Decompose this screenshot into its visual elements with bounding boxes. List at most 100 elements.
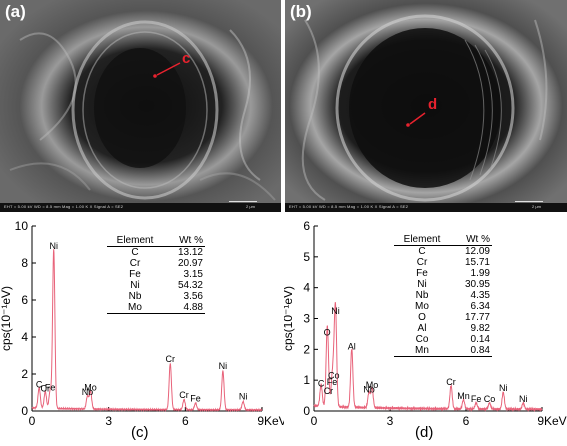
x-tick-label: 3 (387, 414, 394, 428)
peak-label: C (318, 378, 325, 388)
peak-label: Ni (49, 241, 58, 251)
peak-label: Ni (331, 306, 340, 316)
peak-label: Mo (366, 380, 379, 390)
table-cell: 3.56 (183, 291, 203, 302)
table-cell: Ni (130, 280, 140, 291)
micrograph-a: (a) c EHT = 5.00 kV WD = 8.5 mm Mag = 1.… (0, 0, 281, 212)
x-tick-label: 0 (29, 414, 36, 428)
table-cell: 15.71 (464, 257, 490, 268)
table-cell: 9.82 (470, 323, 490, 334)
table-cell: Al (417, 323, 427, 334)
y-tick-label: 1 (303, 373, 310, 387)
table-cell: 6.34 (470, 301, 490, 312)
spectrum-c-header-wt: Wt % (163, 235, 205, 247)
y-axis-label: cps(10⁻¹eV) (284, 286, 295, 351)
table-row: Cr 15.71 (394, 257, 492, 268)
table-cell: O (418, 312, 426, 323)
table-cell: 1.99 (470, 268, 490, 279)
table-row: Nb 4.35 (394, 290, 492, 301)
table-cell: Fe (129, 269, 141, 280)
y-tick-label: 2 (21, 367, 28, 381)
micrograph-a-image (0, 0, 281, 212)
peak-label: C (36, 380, 43, 390)
peak-label: Co (328, 371, 340, 381)
table-cell: 3.15 (183, 269, 203, 280)
spectrum-d-header-wt: Wt % (450, 234, 492, 246)
spectrum-c-header-element: Element (107, 235, 163, 247)
peak-label: Co (484, 394, 496, 404)
table-row: Al 9.82 (394, 323, 492, 334)
micrograph-b-label: (b) (290, 2, 312, 21)
spectrum-line (313, 302, 543, 413)
table-cell: Nb (415, 290, 429, 301)
table-row: Fe 3.15 (107, 269, 205, 280)
table-cell: 20.97 (177, 258, 203, 269)
y-tick-label: 10 (15, 219, 29, 233)
spectrum-d-table: Element Wt % C 12.09 Cr 15.71 Fe 1.99 Ni 30.… (394, 234, 492, 357)
table-cell: Mn (394, 345, 450, 357)
point-d-marker (406, 123, 410, 127)
peak-label: Cr (179, 390, 189, 400)
micrograph-a-label: (a) (5, 2, 26, 21)
peak-label: Fe (471, 394, 482, 404)
peak-label: Mn (457, 391, 470, 401)
table-cell: Mo (415, 301, 429, 312)
peak-label: Nb (82, 387, 94, 397)
micrograph-a-info: EHT = 5.00 kV WD = 8.5 mm Mag = 1.00 K X… (4, 204, 124, 209)
peak-label: Mo (84, 382, 97, 392)
micrograph-a-scalebar (229, 201, 257, 202)
y-axis-label: cps(10⁻¹eV) (0, 286, 13, 351)
table-cell: 4.35 (470, 290, 490, 301)
peak-label: Nb (363, 385, 375, 395)
peak-label: Ni (219, 361, 228, 371)
micrograph-a-scale: 2 μm (246, 204, 255, 209)
y-tick-label: 0 (303, 404, 310, 418)
point-c-arrow (156, 62, 181, 76)
table-cell: 12.09 (464, 246, 490, 257)
spectrum-d-panel-label: (d) (415, 424, 434, 441)
peak-label: Cr (446, 377, 456, 387)
table-row: O 17.77 (394, 312, 492, 323)
x-tick-label: 3 (105, 414, 112, 428)
table-row: Ni 30.95 (394, 279, 492, 290)
y-tick-label: 3 (303, 312, 310, 326)
micrograph-b-image (285, 0, 567, 212)
table-row: Co 0.14 (394, 334, 492, 345)
peak-label: Cr (324, 386, 334, 396)
peak-label: Al (348, 341, 356, 351)
table-row: Mo 6.34 (394, 301, 492, 312)
micrograph-b-scale: 2 μm (532, 204, 541, 209)
table-cell: Nb (128, 291, 142, 302)
y-tick-label: 8 (21, 256, 28, 270)
y-tick-label: 6 (303, 219, 310, 233)
spectrum-line (31, 249, 263, 413)
table-row: Ni 54.32 (107, 280, 205, 291)
y-tick-label: 4 (303, 281, 310, 295)
table-cell: Co (415, 334, 429, 345)
x-tick-label: 6 (463, 414, 470, 428)
micrograph-b-scalebar (515, 201, 543, 202)
table-cell: 0.14 (470, 334, 490, 345)
table-cell: 17.77 (464, 312, 490, 323)
spectrum-c-panel-label: (c) (131, 424, 149, 441)
micrograph-b-info: EHT = 5.00 kV WD = 8.5 mm Mag = 1.00 K X… (289, 204, 409, 209)
table-cell: C (131, 247, 139, 258)
peak-label: Fe (190, 394, 201, 404)
point-d-arrow (409, 112, 426, 125)
y-tick-label: 0 (21, 404, 28, 418)
micrograph-b: (b) d EHT = 5.00 kV WD = 8.5 mm Mag = 1.… (285, 0, 567, 212)
table-row: C 13.12 (107, 247, 205, 259)
y-tick-label: 4 (21, 330, 28, 344)
spectrum-d-header-element: Element (394, 234, 450, 246)
table-cell: 4.88 (163, 302, 205, 314)
x-tick-label: 6 (182, 414, 189, 428)
table-cell: C (418, 246, 426, 257)
peak-label: Cr (41, 383, 51, 393)
y-tick-label: 2 (303, 342, 310, 356)
table-cell: 0.84 (450, 345, 492, 357)
point-c-label: c (182, 50, 191, 67)
y-tick-label: 6 (21, 293, 28, 307)
table-cell: Mo (107, 302, 163, 314)
x-tick-label: 9KeV (537, 414, 566, 428)
